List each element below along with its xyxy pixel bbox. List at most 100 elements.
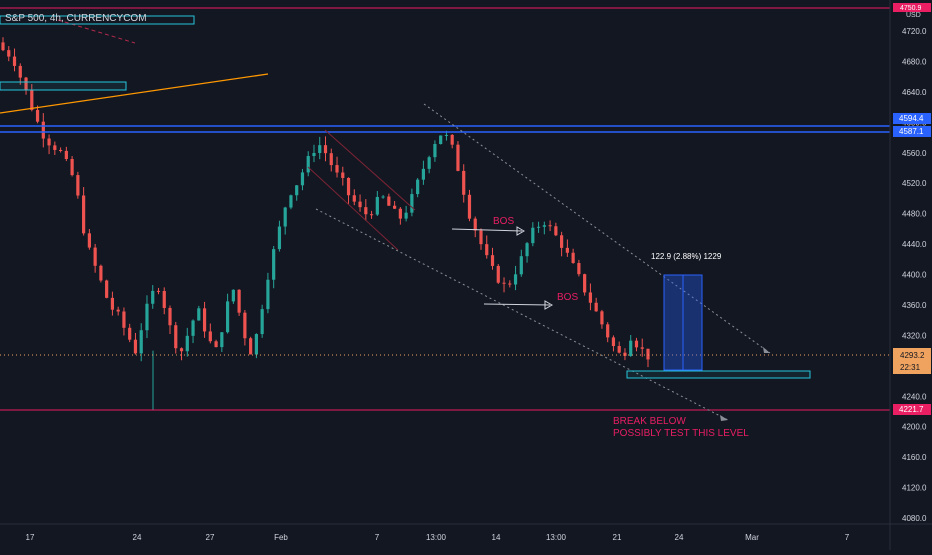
price-tick-label: 4400.0 (902, 271, 927, 280)
zone-badge-1-text: 4594.4 (899, 114, 924, 123)
candle-body (128, 327, 132, 340)
candle-body (58, 149, 63, 151)
candle-body (133, 339, 138, 354)
channel-red-upper (324, 129, 416, 211)
candle-body (41, 121, 45, 139)
symbol-title[interactable]: S&P 500, 4h, CURRENCYCOM (5, 13, 147, 24)
candle-body (588, 292, 593, 303)
candle-body (30, 90, 34, 110)
price-tick-label: 4560.0 (902, 149, 927, 158)
bos-arrow-1-head (516, 226, 526, 236)
price-tick-label: 4360.0 (902, 301, 927, 310)
time-axis[interactable]: 17 24 27 Feb 7 13:00 14 13:00 21 24 Mar … (26, 533, 850, 542)
candle-body (53, 145, 57, 150)
candle-body (272, 249, 276, 280)
candle-body (35, 109, 40, 122)
cyan-box-top[interactable] (0, 15, 195, 25)
candle-body (220, 332, 224, 348)
candle-body (116, 309, 120, 312)
candle-body (185, 335, 189, 352)
price-tick-label: 4160.0 (902, 453, 927, 462)
cyan-box-bottom[interactable] (626, 370, 811, 379)
candle-body (490, 255, 495, 266)
candle-body (329, 153, 333, 166)
candle-body (7, 50, 11, 57)
candle-body (629, 340, 633, 356)
candle-body (623, 352, 627, 356)
candle-body (99, 265, 103, 281)
candle-body (531, 227, 535, 244)
candle-body (249, 338, 253, 355)
time-label: 7 (375, 533, 380, 542)
candles-layer (1, 37, 650, 411)
candle-body (243, 312, 247, 339)
channel-lower-arrowhead (720, 415, 728, 421)
countdown-text: 22:31 (900, 363, 921, 372)
candle-body (289, 195, 293, 208)
candle-body (202, 308, 207, 332)
price-tick-label: 4680.0 (902, 57, 927, 66)
top-level-badge-text: 4750.9 (900, 5, 922, 12)
candle-body (554, 226, 558, 236)
candle-body (456, 144, 460, 171)
time-label: 7 (845, 533, 850, 542)
candle-body (364, 207, 368, 215)
candle-body (536, 226, 541, 228)
candle-body (577, 263, 581, 275)
bos-label-2: BOS (557, 292, 578, 303)
time-label: Feb (274, 533, 288, 542)
candle-body (594, 302, 598, 312)
measure-label: 122.9 (2.88%) 1229 (651, 252, 722, 261)
candle-body (300, 172, 305, 186)
candle-body (410, 194, 414, 213)
candle-body (156, 290, 161, 292)
bos-arrow-2[interactable] (483, 303, 551, 306)
candle-body (427, 157, 431, 169)
channel-upper-line[interactable] (423, 103, 771, 354)
candle-body (139, 330, 143, 354)
orange-trend-line[interactable] (0, 73, 269, 114)
price-scale[interactable] (890, 0, 932, 550)
bos-arrow-2-head (544, 300, 554, 310)
candle-body (508, 283, 512, 285)
bos-arrow-1[interactable] (451, 228, 523, 232)
price-tick-label: 4120.0 (902, 484, 927, 493)
currency-label: USD (906, 12, 921, 19)
candle-body (369, 214, 374, 216)
support-badge-text: 4221.7 (899, 405, 924, 414)
candle-body (93, 247, 97, 266)
candle-body (444, 134, 449, 136)
current-price-badge (893, 348, 931, 374)
cyan-box-left[interactable] (0, 81, 127, 91)
candle-body (277, 226, 282, 250)
candle-body (323, 145, 328, 154)
candle-body (1, 42, 5, 51)
zone-badge-1 (893, 113, 931, 124)
note-line-1: BREAK BELOW (613, 416, 686, 427)
candle-body (18, 65, 22, 78)
candle-body (254, 334, 258, 355)
time-label: 24 (675, 533, 684, 542)
candle-body (225, 301, 230, 333)
candle-body (346, 177, 351, 196)
candle-body (485, 244, 489, 256)
bos-label-1: BOS (493, 216, 514, 227)
time-label: 27 (206, 533, 215, 542)
candle-body (358, 201, 362, 208)
candle-body (237, 289, 241, 313)
candle-body (513, 274, 518, 285)
candle-body (462, 170, 466, 195)
candle-body (565, 247, 569, 253)
time-label: Mar (745, 533, 759, 542)
candle-body (306, 156, 310, 173)
time-label: 13:00 (546, 533, 567, 542)
candle-body (502, 282, 506, 284)
channel-upper-arrowhead (763, 347, 770, 353)
candle-body (151, 290, 155, 304)
candle-body (47, 138, 51, 146)
channel-red-lower (307, 166, 399, 251)
faded-trend-line (57, 19, 136, 44)
channel-lower-line[interactable] (315, 208, 729, 421)
